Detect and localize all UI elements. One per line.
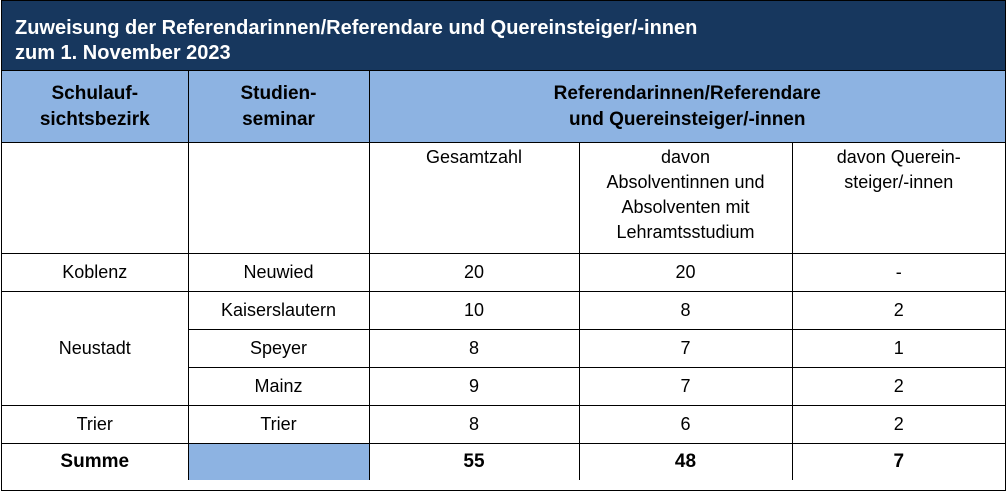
summe-quer: 7	[791, 443, 1005, 480]
quer-cell: 2	[791, 367, 1005, 406]
bezirk-cell: Neustadt	[2, 291, 189, 406]
title-line-2: zum 1. November 2023	[15, 42, 231, 64]
subheader-empty-1	[2, 142, 189, 254]
seminar-cell: Kaiserslautern	[187, 291, 370, 330]
header-col1-line2: sichtsbezirk	[39, 108, 150, 130]
table-row: Trier Trier 8 6 2	[2, 405, 1005, 444]
subheader-quereinsteiger: davon Querein- steiger/-innen	[791, 142, 1005, 254]
summe-empty-cell	[187, 443, 370, 480]
subheader-row: Gesamtzahl davon Absolventinnen und Abso…	[2, 142, 1005, 254]
quer-cell: 1	[791, 329, 1005, 368]
header-group-line2: und Quereinsteiger/-innen	[569, 108, 806, 130]
quer-cell: -	[791, 253, 1005, 292]
header-schulaufsichtsbezirk: Schulauf- sichtsbezirk	[2, 71, 189, 143]
table-row: Koblenz Neuwied 20 20 -	[2, 253, 1005, 292]
gesamt-cell: 8	[368, 405, 580, 444]
subheader-absolventen-line1: davon	[660, 147, 711, 167]
seminar-cell: Speyer	[188, 329, 370, 368]
summe-gesamt: 55	[368, 443, 580, 480]
absolventen-cell: 7	[578, 329, 793, 368]
gesamt-cell: 10	[368, 291, 580, 330]
absolventen-cell: 8	[578, 291, 793, 330]
title-line-1: Zuweisung der Referendarinnen/Referendar…	[15, 17, 698, 39]
subheader-gesamtzahl-label: Gesamtzahl	[425, 147, 523, 167]
seminar-cell: Mainz	[188, 367, 370, 406]
summe-row: Summe 55 48 7	[2, 443, 1005, 480]
absolventen-cell: 7	[578, 367, 793, 406]
absolventen-cell: 6	[578, 405, 793, 444]
subheader-absolventen-line2: Absolventinnen und	[606, 172, 765, 192]
absolventen-cell: 20	[578, 253, 793, 292]
header-studienseminar: Studien- seminar	[187, 71, 370, 143]
bezirk-cell: Koblenz	[2, 253, 189, 292]
subheader-gesamtzahl: Gesamtzahl	[368, 142, 580, 254]
subheader-quer-line2: steiger/-innen	[844, 172, 954, 192]
quer-cell: 2	[791, 405, 1005, 444]
subheader-empty-2	[187, 142, 370, 254]
seminar-cell: Neuwied	[187, 253, 370, 292]
gesamt-cell: 20	[368, 253, 580, 292]
subheader-absolventen-line4: Lehramtsstudium	[616, 222, 755, 242]
header-col2-line1: Studien-	[240, 82, 317, 104]
summe-label: Summe	[2, 443, 189, 480]
bezirk-cell: Trier	[2, 405, 189, 444]
table-title: Zuweisung der Referendarinnen/Referendar…	[2, 1, 1005, 71]
gesamt-cell: 9	[368, 367, 580, 406]
quer-cell: 2	[791, 291, 1005, 330]
table-row: Neustadt Kaiserslautern 10 8 2	[2, 291, 1005, 406]
header-referendare-group: Referendarinnen/Referendare und Quereins…	[368, 71, 1005, 143]
header-col1-line1: Schulauf-	[51, 82, 139, 104]
gesamt-cell: 8	[368, 329, 580, 368]
subheader-absolventen-line3: Absolventen mit	[621, 197, 750, 217]
subheader-absolventen: davon Absolventinnen und Absolventen mit…	[578, 142, 793, 254]
header-group-line1: Referendarinnen/Referendare	[553, 82, 821, 104]
header-col2-line2: seminar	[242, 108, 315, 130]
summe-absolventen: 48	[578, 443, 793, 480]
assignment-table: Schulauf- sichtsbezirk Studien- seminar …	[2, 71, 1005, 480]
subheader-quer-line1: davon Querein-	[836, 147, 961, 167]
header-row: Schulauf- sichtsbezirk Studien- seminar …	[2, 71, 1005, 143]
seminar-cell: Trier	[187, 405, 370, 444]
